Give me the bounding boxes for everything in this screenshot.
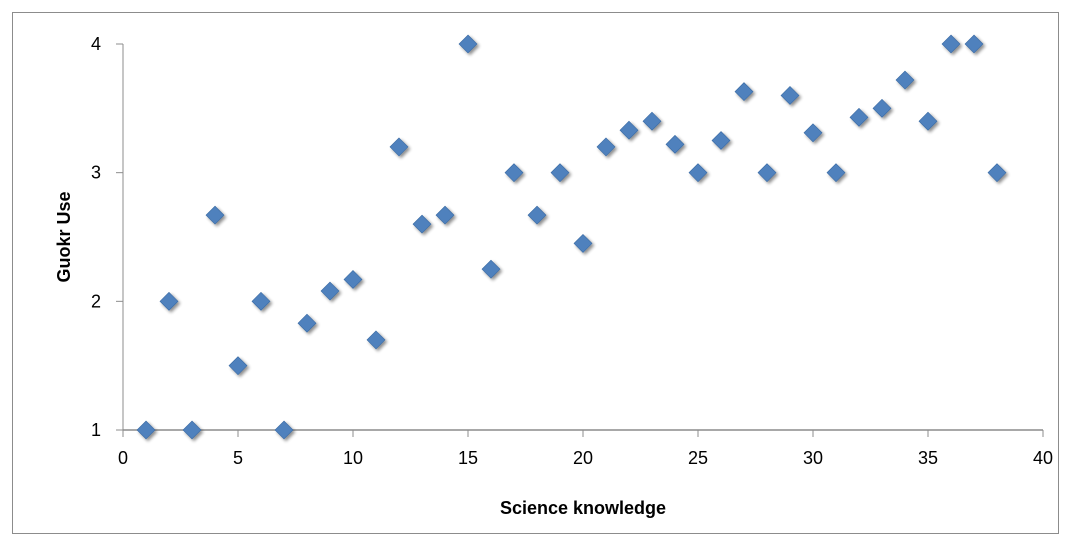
data-point xyxy=(573,234,593,253)
x-tick-labels: 0 5 10 15 20 25 30 35 40 xyxy=(118,448,1053,468)
data-point xyxy=(550,163,570,183)
chart-frame xyxy=(12,12,1059,534)
data-point xyxy=(757,163,777,183)
x-tick-label: 25 xyxy=(688,448,708,468)
data-point xyxy=(803,123,823,143)
x-tick-label: 35 xyxy=(918,448,938,468)
data-point xyxy=(964,34,984,54)
x-tick-label: 15 xyxy=(458,448,478,468)
data-point xyxy=(159,291,179,311)
data-point xyxy=(504,163,524,183)
data-point xyxy=(274,420,294,440)
data-point xyxy=(941,34,961,54)
data-point xyxy=(734,82,754,102)
y-tick-label: 1 xyxy=(91,420,101,440)
y-tick-labels: 1 2 3 4 xyxy=(91,34,101,440)
y-axis-title: Guokr Use xyxy=(54,191,74,282)
data-point xyxy=(136,420,156,440)
data-point xyxy=(205,205,225,225)
data-point xyxy=(320,281,340,301)
data-point xyxy=(251,291,271,311)
data-point xyxy=(918,111,938,131)
x-axis-title: Science knowledge xyxy=(500,498,666,518)
data-point xyxy=(688,163,708,183)
data-point xyxy=(366,330,386,350)
x-tick-label: 20 xyxy=(573,448,593,468)
data-point xyxy=(389,137,409,157)
data-points xyxy=(136,34,1007,440)
data-point xyxy=(711,131,731,150)
data-point xyxy=(412,214,432,234)
x-tick-label: 5 xyxy=(233,448,243,468)
data-point xyxy=(619,120,639,140)
x-tick-label: 0 xyxy=(118,448,128,468)
x-tick-label: 40 xyxy=(1033,448,1053,468)
data-point xyxy=(297,313,317,333)
data-point xyxy=(228,356,248,376)
data-point xyxy=(481,259,501,279)
y-tick-label: 3 xyxy=(91,163,101,183)
data-point xyxy=(343,270,363,289)
x-tick-label: 30 xyxy=(803,448,823,468)
y-tick-label: 2 xyxy=(91,291,101,311)
data-point xyxy=(527,205,547,225)
gridlines xyxy=(123,42,1043,304)
data-point xyxy=(435,205,455,225)
data-point xyxy=(665,134,685,154)
data-point xyxy=(826,163,846,183)
data-point xyxy=(642,111,662,131)
data-point xyxy=(895,70,915,90)
data-point xyxy=(849,107,869,127)
data-point xyxy=(182,420,202,440)
x-tick-label: 10 xyxy=(343,448,363,468)
data-point xyxy=(458,34,478,54)
data-point xyxy=(780,86,800,105)
data-point xyxy=(987,163,1007,183)
data-point xyxy=(872,98,892,118)
data-point xyxy=(596,137,616,157)
y-tick-label: 4 xyxy=(91,34,101,54)
